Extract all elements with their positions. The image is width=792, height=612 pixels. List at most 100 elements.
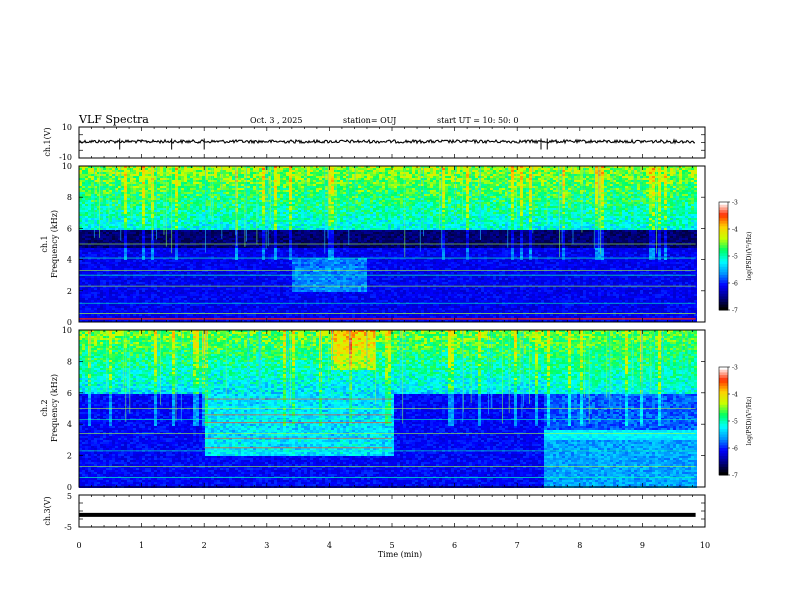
spectrogram-cell xyxy=(130,284,133,286)
spectrogram-cell xyxy=(130,266,133,268)
spectrogram-cell xyxy=(121,240,124,242)
spectrogram-cell xyxy=(121,182,124,184)
spectrogram-cell xyxy=(115,250,118,252)
spectrogram-cell xyxy=(94,284,97,286)
spectrogram-cell xyxy=(109,280,112,282)
spectrogram-cell xyxy=(94,240,97,242)
spectrogram-cell xyxy=(82,170,85,172)
spectrogram-cell xyxy=(112,222,115,224)
spectrogram-cell xyxy=(118,314,121,316)
spectrogram-cell xyxy=(121,298,124,300)
spectrogram-cell xyxy=(139,188,142,190)
spectrogram-cell xyxy=(133,228,136,230)
spectrogram-cell xyxy=(136,206,139,208)
spectrogram-cell xyxy=(121,288,124,290)
spectrogram-cell xyxy=(91,216,94,218)
spectrogram-cell xyxy=(112,172,115,174)
spectrogram-cell xyxy=(109,316,112,318)
spectrogram-cell xyxy=(100,282,103,284)
spectrogram-cell xyxy=(136,272,139,274)
spectrogram-cell xyxy=(85,316,88,318)
spectrogram-cell xyxy=(82,216,85,218)
spectrogram-cell xyxy=(124,212,127,214)
spectrogram-cell xyxy=(85,206,88,208)
spectrogram-cell xyxy=(103,232,106,234)
spectrogram-cell xyxy=(85,172,88,174)
spectrogram-cell xyxy=(133,212,136,214)
spectrogram-cell xyxy=(82,310,85,312)
spectrogram-cell xyxy=(112,254,115,256)
spectrogram-cell xyxy=(136,228,139,230)
spectrogram-cell xyxy=(109,232,112,234)
spectrogram-cell xyxy=(112,168,115,170)
spectrogram-cell xyxy=(127,186,130,188)
spectrogram-cell xyxy=(127,232,130,234)
spectrogram-cell xyxy=(106,280,109,282)
spectrogram-cell xyxy=(121,180,124,182)
spectrogram-cell xyxy=(118,264,121,266)
spectrogram-cell xyxy=(136,316,139,318)
spectrogram-cell xyxy=(112,300,115,302)
spectrogram-cell xyxy=(136,240,139,242)
spectrogram-cell xyxy=(88,314,91,316)
spectrogram-cell xyxy=(115,288,118,290)
spectrogram-cell xyxy=(106,306,109,308)
spectrogram-cell xyxy=(100,194,103,196)
spectrogram-cell xyxy=(88,254,91,256)
spectrogram-cell xyxy=(136,232,139,234)
spectrogram-cell xyxy=(112,276,115,278)
spectrogram-cell xyxy=(115,300,118,302)
spectrogram-cell xyxy=(88,236,91,238)
spectrogram-cell xyxy=(82,226,85,228)
spectrogram-cell xyxy=(85,284,88,286)
spectrogram-cell xyxy=(91,204,94,206)
spectrogram-cell xyxy=(115,268,118,270)
spectrogram-cell xyxy=(100,284,103,286)
spectrogram-cell xyxy=(106,248,109,250)
spectrogram-cell xyxy=(127,316,130,318)
spectrogram-cell xyxy=(91,252,94,254)
spectrogram-cell xyxy=(112,288,115,290)
spectrogram-cell xyxy=(127,260,130,262)
spectrogram-cell xyxy=(127,246,130,248)
spectrogram-cell xyxy=(136,192,139,194)
spectrogram-cell xyxy=(82,186,85,188)
spectrogram-cell xyxy=(112,216,115,218)
spectrogram-cell xyxy=(103,188,106,190)
spectrogram-cell xyxy=(112,178,115,180)
spectrogram-cell xyxy=(82,298,85,300)
spectrogram-cell xyxy=(109,284,112,286)
spectrogram-cell xyxy=(136,176,139,178)
spectrogram-cell xyxy=(91,280,94,282)
spectrogram-cell xyxy=(112,296,115,298)
spectrogram-cell xyxy=(82,278,85,280)
spectrogram-cell xyxy=(130,230,133,232)
spectrogram-cell xyxy=(124,260,127,262)
spectrogram-cell xyxy=(115,280,118,282)
spectrogram-cell xyxy=(112,226,115,228)
spectrogram-cell xyxy=(133,240,136,242)
spectrogram-cell xyxy=(124,314,127,316)
spectrogram-cell xyxy=(127,294,130,296)
spectrogram-cell xyxy=(91,236,94,238)
spectrogram-cell xyxy=(94,246,97,248)
spectrogram-cell xyxy=(82,206,85,208)
spectrogram-cell xyxy=(106,284,109,286)
spectrogram-cell xyxy=(136,234,139,236)
spectrogram-cell xyxy=(133,218,136,220)
spectrogram-cell xyxy=(85,260,88,262)
spectrogram-cell xyxy=(121,168,124,170)
spectrogram-cell xyxy=(112,176,115,178)
spectrogram-cell xyxy=(82,190,85,192)
spectrogram-cell xyxy=(124,262,127,264)
spectrogram-cell xyxy=(88,280,91,282)
spectrogram-cell xyxy=(124,290,127,292)
spectrogram-cell xyxy=(100,240,103,242)
spectrogram-cell xyxy=(103,176,106,178)
spectrogram-cell xyxy=(112,188,115,190)
spectrogram-cell xyxy=(103,282,106,284)
spectrogram-cell xyxy=(112,228,115,230)
spectrogram-cell xyxy=(91,248,94,250)
spectrogram-cell xyxy=(136,252,139,254)
spectrogram-cell xyxy=(130,248,133,250)
